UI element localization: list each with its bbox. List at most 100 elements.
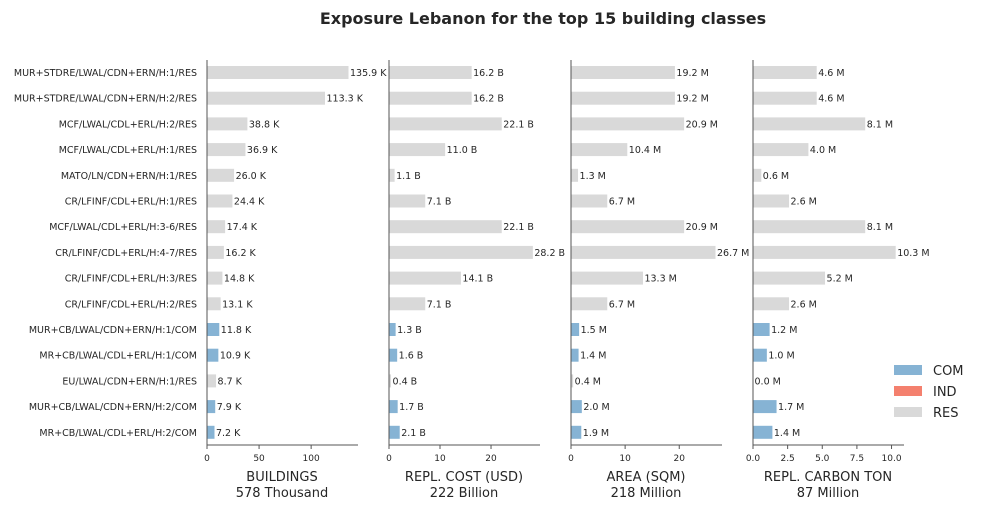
bar bbox=[207, 220, 226, 234]
bar bbox=[753, 245, 896, 259]
category-label: MCF/LWAL/CDL+ERL/H:3-6/RES bbox=[49, 222, 197, 233]
bar-value-label: 13.1 K bbox=[222, 299, 253, 310]
category-label: EU/LWAL/CDN+ERN/H:1/RES bbox=[62, 376, 197, 387]
bar bbox=[753, 400, 777, 414]
bar-value-label: 10.3 M bbox=[897, 248, 929, 259]
x-tick-label: 7.5 bbox=[850, 454, 864, 464]
x-tick-label: 0 bbox=[568, 454, 574, 464]
bar bbox=[571, 117, 685, 131]
bar-value-label: 1.4 M bbox=[580, 351, 606, 362]
bar bbox=[207, 194, 233, 208]
bar bbox=[753, 194, 790, 208]
bar bbox=[753, 323, 770, 336]
bar-value-label: 1.3 M bbox=[580, 171, 606, 182]
x-axis-total: 578 Thousand bbox=[236, 486, 329, 501]
category-label: CR/LFINF/CDL+ERL/H:1/RES bbox=[65, 197, 197, 208]
bar bbox=[207, 348, 219, 362]
bar-value-label: 20.9 M bbox=[686, 222, 718, 233]
x-axis-total: 222 Billion bbox=[430, 486, 499, 501]
legend-label: IND bbox=[933, 385, 957, 400]
bar bbox=[571, 297, 608, 311]
bar bbox=[753, 91, 817, 105]
legend-label: COM bbox=[933, 364, 964, 379]
bar bbox=[207, 323, 220, 336]
bar-value-label: 1.7 M bbox=[778, 402, 804, 413]
bar bbox=[207, 91, 325, 105]
x-axis-total: 218 Million bbox=[611, 486, 682, 501]
bar bbox=[753, 143, 809, 157]
bar bbox=[571, 425, 582, 439]
bar-value-label: 8.1 M bbox=[867, 222, 893, 233]
bar-value-label: 7.2 K bbox=[216, 428, 241, 439]
x-tick-label: 50 bbox=[253, 454, 265, 464]
bar-value-label: 0.4 B bbox=[393, 376, 418, 387]
category-label: MCF/LWAL/CDL+ERL/H:2/RES bbox=[59, 119, 197, 130]
x-tick-label: 10.0 bbox=[882, 454, 902, 464]
legend-swatch bbox=[894, 365, 922, 375]
bar bbox=[753, 425, 773, 439]
bar-value-label: 0.0 M bbox=[755, 376, 781, 387]
bar bbox=[753, 66, 817, 79]
legend-label: RES bbox=[933, 406, 959, 421]
bar-value-label: 11.8 K bbox=[221, 325, 252, 336]
bar bbox=[753, 117, 866, 131]
bar-value-label: 113.3 K bbox=[326, 94, 363, 105]
legend-swatch bbox=[894, 407, 922, 417]
x-axis-title: REPL. CARBON TON bbox=[764, 470, 892, 485]
bar bbox=[571, 143, 628, 157]
category-label: MUR+CB/LWAL/CDN+ERN/H:1/COM bbox=[29, 325, 197, 336]
bar bbox=[753, 220, 866, 234]
bar bbox=[389, 143, 446, 157]
x-tick-label: 10 bbox=[434, 454, 446, 464]
chart-title: Exposure Lebanon for the top 15 building… bbox=[320, 9, 766, 28]
bar bbox=[389, 374, 392, 388]
category-label: CR/LFINF/CDL+ERL/H:3/RES bbox=[65, 274, 197, 285]
bar-value-label: 7.9 K bbox=[217, 402, 242, 413]
category-label: MATO/LN/CDN+ERN/H:1/RES bbox=[61, 171, 197, 182]
bar bbox=[207, 271, 223, 285]
bar-value-label: 0.6 M bbox=[763, 171, 789, 182]
bar bbox=[571, 168, 579, 182]
bar-value-label: 19.2 M bbox=[676, 68, 708, 79]
bar bbox=[389, 66, 472, 79]
bar-value-label: 1.4 M bbox=[774, 428, 800, 439]
bar bbox=[571, 400, 582, 414]
bar-value-label: 1.1 B bbox=[396, 171, 421, 182]
bar-value-label: 4.6 M bbox=[818, 94, 844, 105]
bar-value-label: 14.1 B bbox=[462, 274, 493, 285]
bar bbox=[389, 425, 400, 439]
bar bbox=[389, 400, 398, 414]
bar bbox=[389, 220, 502, 234]
bar-value-label: 2.0 M bbox=[583, 402, 609, 413]
bar-value-label: 5.2 M bbox=[827, 274, 853, 285]
bar-value-label: 16.2 B bbox=[473, 94, 504, 105]
bar-value-label: 11.0 B bbox=[447, 145, 478, 156]
bar-value-label: 1.0 M bbox=[768, 351, 794, 362]
x-tick-label: 10 bbox=[619, 454, 631, 464]
bar-value-label: 6.7 M bbox=[609, 299, 635, 310]
bar-value-label: 28.2 B bbox=[534, 248, 565, 259]
x-tick-label: 20 bbox=[485, 454, 497, 464]
bar bbox=[207, 425, 215, 439]
bar-value-label: 1.5 M bbox=[581, 325, 607, 336]
x-tick-label: 5.0 bbox=[815, 454, 830, 464]
bar-value-label: 38.8 K bbox=[249, 119, 280, 130]
bar bbox=[753, 348, 767, 362]
category-label: MUR+CB/LWAL/CDN+ERN/H:2/COM bbox=[29, 402, 197, 413]
x-axis-title: REPL. COST (USD) bbox=[405, 470, 523, 485]
bar-value-label: 13.3 M bbox=[644, 274, 676, 285]
bar bbox=[207, 400, 216, 414]
x-tick-label: 2.5 bbox=[780, 454, 794, 464]
bar bbox=[389, 348, 398, 362]
bar-value-label: 26.7 M bbox=[717, 248, 749, 259]
bar-value-label: 10.9 K bbox=[220, 351, 251, 362]
bar bbox=[571, 374, 574, 388]
bar-value-label: 2.6 M bbox=[791, 197, 817, 208]
bar-value-label: 16.2 B bbox=[473, 68, 504, 79]
bar-value-label: 26.0 K bbox=[236, 171, 267, 182]
x-tick-label: 0 bbox=[386, 454, 392, 464]
bar bbox=[389, 91, 472, 105]
bar bbox=[571, 66, 675, 79]
